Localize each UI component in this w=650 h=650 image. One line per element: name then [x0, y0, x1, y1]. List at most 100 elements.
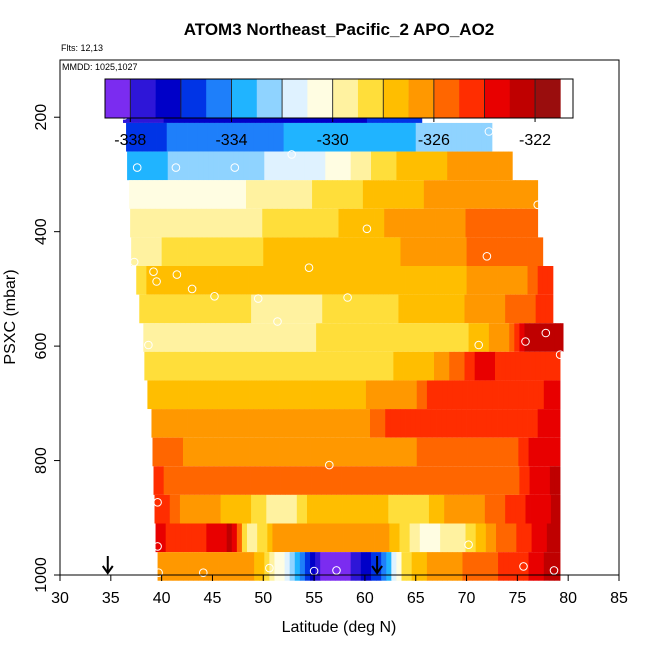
colorbar-segment [484, 79, 511, 118]
heatmap-cell [230, 351, 237, 381]
heatmap-cell [273, 237, 279, 266]
heatmap-cell [180, 523, 187, 553]
heatmap-cell [421, 380, 428, 410]
heatmap-cell [435, 208, 441, 238]
heatmap-cell [275, 466, 281, 495]
heatmap-cell [522, 409, 528, 438]
heatmap-cell [334, 266, 340, 295]
heatmap-cell [224, 466, 231, 495]
heatmap-cell [297, 523, 304, 553]
heatmap-cell [549, 466, 556, 495]
heatmap-cell [335, 151, 341, 181]
heatmap-cell [298, 409, 305, 438]
heatmap-cell [327, 351, 333, 381]
heatmap-cell [416, 151, 423, 181]
heatmap-cell [305, 323, 312, 352]
heatmap-cell [529, 466, 536, 495]
heatmap-cell [378, 294, 384, 324]
heatmap-cell [527, 409, 534, 438]
heatmap-cell [519, 466, 525, 495]
heatmap-cell [426, 552, 433, 581]
heatmap-cell [538, 380, 545, 410]
heatmap-cell [408, 494, 415, 524]
heatmap-cell [365, 151, 372, 181]
heatmap-cell [438, 323, 444, 352]
heatmap-cell [410, 409, 417, 438]
heatmap-cell [454, 180, 460, 209]
heatmap-cell [360, 437, 367, 467]
heatmap-cell [292, 208, 299, 238]
heatmap-cell [189, 466, 195, 495]
heatmap-cell [457, 437, 463, 467]
heatmap-cell [486, 266, 493, 295]
heatmap-cell [502, 266, 508, 295]
heatmap-cell [341, 323, 348, 352]
heatmap-cell [435, 523, 441, 553]
heatmap-cell [177, 151, 184, 181]
heatmap-cell [237, 409, 244, 438]
heatmap-cell [303, 237, 310, 266]
heatmap-cell [139, 294, 145, 324]
heatmap-cell [467, 380, 474, 410]
heatmap-cell [257, 208, 263, 238]
heatmap-cell [213, 151, 219, 181]
sample-point [549, 566, 559, 575]
heatmap-cell [251, 180, 257, 209]
heatmap-cell [263, 266, 269, 295]
heatmap-cell [271, 294, 277, 324]
heatmap-cell [421, 151, 428, 181]
heatmap-cell [442, 437, 448, 467]
heatmap-cell [385, 237, 391, 266]
heatmap-cell [325, 552, 331, 581]
heatmap-cell [335, 380, 341, 410]
heatmap-cell [539, 323, 546, 352]
heatmap-cell [395, 122, 401, 152]
heatmap-cell [151, 237, 157, 266]
heatmap-cell [248, 237, 254, 266]
heatmap-cell [323, 523, 329, 553]
heatmap-cell [320, 437, 326, 467]
heatmap-cell [500, 351, 506, 381]
heatmap-cell [461, 266, 467, 295]
heatmap-cell [315, 151, 321, 181]
heatmap-cell [549, 323, 556, 352]
heatmap-row [147, 380, 561, 410]
heatmap-cell [403, 294, 410, 324]
heatmap-cell [305, 466, 312, 495]
heatmap-cell [253, 409, 259, 438]
heatmap-cell [479, 494, 486, 524]
heatmap-cell [274, 437, 280, 467]
heatmap-cell [300, 466, 307, 495]
heatmap-cell [356, 323, 363, 352]
heatmap-cell [342, 180, 349, 209]
heatmap-cell [465, 208, 472, 238]
heatmap-cell [288, 237, 295, 266]
heatmap-cell [533, 552, 540, 581]
colorbar-segment [383, 79, 409, 118]
heatmap-cell [277, 523, 283, 553]
heatmap-cell [525, 180, 531, 209]
heatmap-cell [149, 294, 155, 324]
heatmap-cell [158, 466, 165, 495]
heatmap-cell [312, 294, 318, 324]
heatmap-row [127, 151, 513, 181]
heatmap-cell [244, 466, 251, 495]
heatmap-cell [472, 151, 479, 181]
sample-point [144, 340, 153, 350]
heatmap-cell [408, 294, 415, 324]
heatmap-cell [368, 523, 375, 553]
heatmap-cell [388, 494, 394, 524]
heatmap-cell [548, 437, 555, 467]
heatmap-cell [444, 494, 450, 524]
heatmap-cell [248, 266, 254, 295]
heatmap-cell [276, 494, 282, 524]
heatmap-cell [468, 466, 475, 495]
heatmap-cell [475, 208, 482, 238]
heatmap-cell [286, 351, 293, 381]
heatmap-cell [443, 323, 449, 352]
heatmap-cell [200, 294, 206, 324]
heatmap-cell [385, 122, 391, 152]
heatmap-cell [431, 380, 438, 410]
heatmap-cell [375, 409, 381, 438]
heatmap-cell [441, 122, 447, 152]
